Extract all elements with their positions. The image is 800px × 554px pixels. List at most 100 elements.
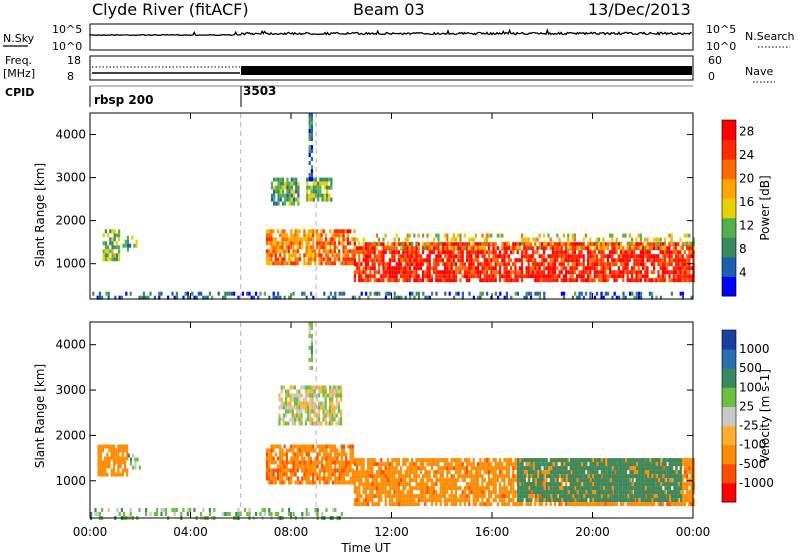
data-cell xyxy=(593,490,596,495)
data-cell xyxy=(481,262,484,267)
data-cell xyxy=(395,250,398,255)
data-cell xyxy=(433,486,436,491)
data-cell xyxy=(395,458,398,463)
data-cell xyxy=(351,460,354,465)
data-cell xyxy=(490,478,493,483)
data-cell xyxy=(320,237,323,242)
data-cell xyxy=(644,502,647,507)
data-cell xyxy=(640,462,643,467)
data-cell xyxy=(386,241,389,246)
data-cell xyxy=(312,229,315,234)
data-cell xyxy=(439,278,442,283)
data-cell xyxy=(598,502,601,507)
data-cell xyxy=(565,254,568,259)
data-cell xyxy=(569,278,572,283)
data-cell xyxy=(386,482,389,487)
data-cell xyxy=(499,233,502,238)
data-cell xyxy=(433,266,436,271)
data-cell xyxy=(477,462,480,467)
data-cell xyxy=(664,490,667,495)
data-cell xyxy=(525,462,528,467)
data-cell xyxy=(481,233,484,238)
data-cell xyxy=(380,274,383,279)
data-cell xyxy=(320,385,323,390)
data-cell xyxy=(600,498,603,503)
data-cell xyxy=(450,502,453,507)
data-cell xyxy=(558,246,561,251)
data-cell xyxy=(430,482,433,487)
data-cell xyxy=(285,409,288,414)
data-cell xyxy=(389,498,392,503)
data-cell xyxy=(358,494,361,499)
data-cell xyxy=(274,261,277,266)
data-cell xyxy=(539,458,542,463)
data-cell xyxy=(565,470,568,475)
data-cell xyxy=(501,474,504,479)
data-cell xyxy=(483,494,486,499)
data-region xyxy=(122,235,138,252)
data-cell xyxy=(298,464,302,469)
data-cell xyxy=(375,494,378,499)
data-cell xyxy=(525,246,528,251)
data-cell xyxy=(337,409,340,414)
data-cell xyxy=(668,250,671,255)
data-cell xyxy=(468,266,471,271)
data-cell xyxy=(615,241,618,246)
data-cell xyxy=(483,274,486,279)
data-cell xyxy=(287,409,290,414)
data-cell xyxy=(448,262,451,267)
data-cell xyxy=(565,278,568,283)
data-cell xyxy=(117,452,120,457)
data-cell xyxy=(184,291,187,296)
data-cell xyxy=(362,474,365,479)
data-cell xyxy=(316,472,319,477)
data-cell xyxy=(291,421,294,426)
data-cell xyxy=(331,472,335,477)
data-cell xyxy=(446,274,449,279)
data-cell xyxy=(206,295,209,300)
data-cell xyxy=(483,502,486,507)
data-cell xyxy=(501,494,504,499)
data-cell xyxy=(329,456,332,461)
data-cell xyxy=(488,274,491,279)
data-cell xyxy=(583,462,586,467)
data-cell xyxy=(99,452,102,457)
data-cell xyxy=(118,229,121,234)
data-cell xyxy=(664,245,667,250)
data-cell xyxy=(325,480,328,485)
data-cell xyxy=(679,270,682,275)
data-cell xyxy=(406,237,409,242)
data-cell xyxy=(115,452,118,457)
data-cell xyxy=(490,233,493,238)
data-cell xyxy=(333,249,336,254)
data-cell xyxy=(104,444,107,449)
data-cell xyxy=(417,295,420,300)
data-cell xyxy=(411,274,414,279)
data-cell xyxy=(637,266,640,271)
data-cell xyxy=(582,274,585,279)
data-cell xyxy=(479,291,482,296)
data-cell xyxy=(490,490,493,495)
data-cell xyxy=(275,189,278,194)
data-cell xyxy=(547,242,550,247)
data-cell xyxy=(688,270,691,275)
data-cell xyxy=(505,462,508,467)
data-cell xyxy=(540,246,543,251)
data-cell xyxy=(265,233,269,238)
data-cell xyxy=(446,262,449,267)
data-cell xyxy=(562,258,565,263)
data-cell xyxy=(578,486,581,491)
data-cell xyxy=(598,474,601,479)
data-cell xyxy=(428,266,431,271)
power-y-label: Slant Range [km] xyxy=(33,163,47,267)
data-cell xyxy=(580,478,584,483)
data-cell xyxy=(360,470,363,475)
data-cell xyxy=(503,246,506,251)
data-cell xyxy=(611,498,614,503)
data-cell xyxy=(283,237,286,242)
data-cell xyxy=(554,242,557,247)
data-cell xyxy=(536,237,539,242)
data-cell xyxy=(373,258,376,263)
data-cell xyxy=(117,456,120,461)
data-cell xyxy=(364,258,367,263)
